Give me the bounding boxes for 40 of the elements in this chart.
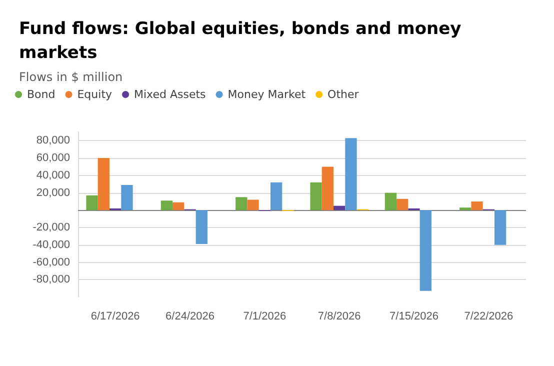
bar (345, 138, 357, 210)
bar (460, 208, 472, 210)
bar (236, 197, 248, 210)
y-tick-label: -40,000 (32, 238, 70, 251)
bar (121, 184, 133, 210)
bar (322, 166, 334, 210)
y-tick-label: 80,000 (36, 134, 70, 147)
bar (384, 192, 397, 210)
bar (420, 210, 432, 291)
chart-subtitle: Flows in $ million (19, 70, 123, 84)
x-tick-label: 7/1/2026 (243, 310, 286, 322)
legend-label: Equity (77, 88, 113, 101)
bar (98, 158, 110, 210)
x-tick-label: 7/22/2026 (464, 310, 514, 322)
bar (334, 206, 346, 210)
x-tick-label: 6/24/2026 (166, 310, 214, 322)
bar (172, 202, 184, 210)
y-tick-label: -80,000 (32, 274, 70, 286)
bar (86, 195, 98, 210)
bar (160, 200, 173, 210)
bar (196, 210, 208, 244)
y-tick-label: 20,000 (36, 186, 70, 199)
bar (396, 198, 408, 210)
x-tick-label: 6/17/2026 (90, 310, 140, 322)
bar (310, 182, 322, 210)
bar (270, 182, 282, 210)
y-tick-label: -60,000 (32, 256, 70, 268)
bar (247, 200, 259, 210)
legend-label: Mixed Assets (134, 88, 206, 101)
chart-title: Fund flows: Global equities, bonds and money markets (19, 19, 468, 63)
y-tick-label: -20,000 (32, 222, 70, 234)
legend-label: Other (328, 88, 360, 101)
legend-label: Bond (27, 88, 56, 101)
bar (471, 201, 483, 210)
x-tick-label: 7/15/2026 (390, 310, 438, 322)
y-tick-label: 60,000 (36, 152, 70, 164)
legend-label: Money Market (228, 88, 306, 101)
y-tick-label: 40,000 (36, 169, 70, 182)
x-tick-label: 7/8/2026 (318, 310, 361, 322)
bar (494, 210, 506, 245)
